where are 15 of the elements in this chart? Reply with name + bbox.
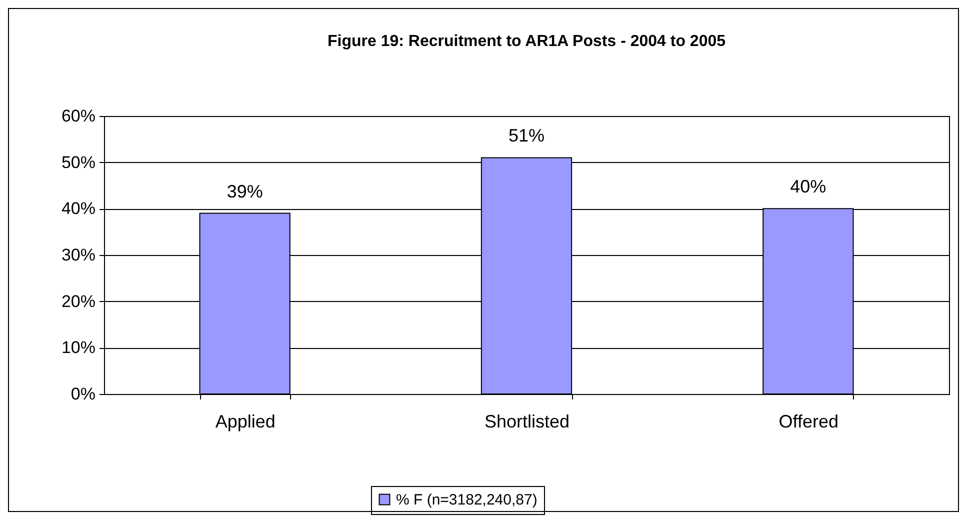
data-label: 40% — [790, 176, 826, 197]
chart-title: Figure 19: Recruitment to AR1A Posts - 2004 to 2005 — [327, 33, 726, 50]
legend-label: % F (n=3182,240,87) — [396, 492, 538, 508]
x-tick-label: Shortlisted — [484, 412, 570, 432]
y-tick-label: 60% — [61, 106, 96, 126]
x-tick-label: Offered — [778, 412, 839, 432]
x-tick-label: Applied — [215, 412, 276, 432]
y-tick-label: 0% — [70, 384, 96, 404]
y-tick-label: 30% — [61, 246, 96, 264]
y-tick-label: 10% — [61, 338, 96, 358]
y-tick-label: 20% — [61, 292, 96, 311]
data-label: 39% — [226, 181, 263, 202]
data-label: 51% — [508, 126, 545, 146]
y-tick-label: 50% — [61, 152, 96, 172]
y-tick-label: 40% — [61, 199, 96, 218]
